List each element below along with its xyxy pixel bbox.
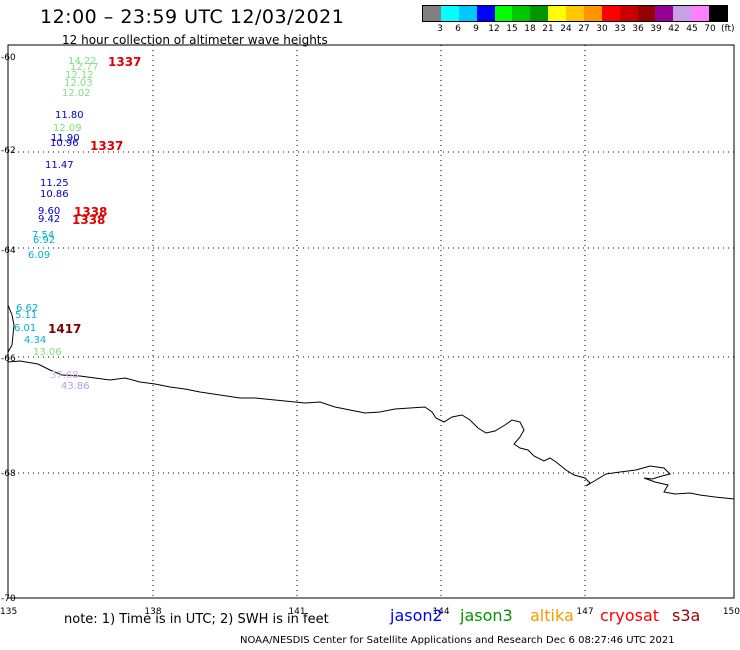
wave-height-label: 6.01 [14, 323, 36, 334]
lon-label: 150 [723, 607, 740, 617]
scale-swatch [637, 6, 656, 21]
scale-tick-label: 6 [455, 24, 461, 34]
satellite-legend-cryosat: cryosat [600, 606, 660, 625]
scale-tick-label: 27 [578, 24, 590, 34]
scale-swatch [440, 6, 459, 21]
scale-swatch [476, 6, 495, 21]
map-title: 12:00 – 23:59 UTC 12/03/2021 [40, 6, 345, 28]
wave-height-label: 37.68 [50, 370, 79, 381]
satellite-legend-altika: altika [530, 606, 574, 625]
lon-label: 144 [432, 607, 449, 617]
scale-tick-label: 70 [704, 24, 716, 34]
scale-swatch [423, 6, 441, 21]
lat-label: -60 [1, 53, 16, 63]
lat-label: -64 [1, 246, 16, 256]
coastline [7, 304, 735, 500]
wave-height-label: 9.42 [38, 214, 60, 225]
color-scale-swatches [422, 5, 728, 22]
scale-swatch [691, 6, 709, 21]
footer-note: note: 1) Time is in UTC; 2) SWH is in fe… [64, 612, 329, 627]
scale-tick-label: 12 [488, 24, 500, 34]
scale-swatch [548, 6, 566, 21]
observation-time-label: 1338 [74, 205, 107, 219]
color-scale-labels: 3 6 9 12 15 18 21 24 27 30 33 36 39 42 45 70 (ft) [422, 22, 734, 34]
scale-tick-label: 24 [560, 24, 572, 34]
satellite-legend-jason2: jason2 [390, 606, 443, 625]
wave-height-label: 12.77 [70, 62, 99, 73]
observation-time-label: 1417 [48, 322, 81, 336]
scale-tick-label: 36 [632, 24, 644, 34]
lat-label: -70 [1, 594, 16, 604]
wave-height-label: 12.12 [65, 70, 94, 81]
scale-tick-label: 9 [473, 24, 479, 34]
scale-swatch [530, 6, 549, 21]
lon-label: 147 [576, 607, 593, 617]
scale-swatch [709, 6, 727, 21]
wave-height-label: 12.02 [62, 88, 91, 99]
scale-tick-label: 3 [437, 24, 443, 34]
lat-label: -62 [1, 146, 16, 156]
scale-tick-label: 15 [506, 24, 518, 34]
wave-height-label: 14.22 [68, 56, 97, 67]
wave-height-label: 43.86 [61, 381, 90, 392]
observation-time-label: 1338 [72, 213, 105, 227]
scale-swatch [601, 6, 620, 21]
wave-height-label: 4.34 [24, 335, 46, 346]
scale-swatch [512, 6, 531, 21]
lon-label: 141 [288, 607, 305, 617]
credit-line: NOAA/NESDIS Center for Satellite Applica… [240, 635, 675, 646]
observation-time-label: 1337 [90, 139, 123, 153]
scale-swatch [583, 6, 602, 21]
plot-frame [7, 44, 735, 599]
lon-label: 138 [144, 607, 161, 617]
wave-height-label: 10.86 [40, 189, 69, 200]
wave-height-label: 9.60 [38, 206, 60, 217]
color-scale: 3 6 9 12 15 18 21 24 27 30 33 36 39 42 45 70 (ft) [422, 5, 735, 34]
wave-height-label: 11.25 [40, 178, 69, 189]
wave-height-label: 11.47 [45, 160, 74, 171]
scale-tick-label: 30 [596, 24, 608, 34]
wave-height-label: 7.54 [32, 230, 54, 241]
scale-swatch [566, 6, 584, 21]
wave-height-label: 6.09 [28, 250, 50, 261]
scale-swatch [458, 6, 477, 21]
map-subtitle: 12 hour collection of altimeter wave hei… [62, 33, 328, 47]
scale-swatch [494, 6, 513, 21]
observation-time-label: 1337 [108, 55, 141, 69]
wave-height-label: 10.96 [50, 138, 79, 149]
scale-tick-label: 45 [686, 24, 698, 34]
lon-label: 135 [0, 607, 17, 617]
wave-height-label: 12.09 [53, 123, 82, 134]
satellite-legend-jason3: jason3 [460, 606, 513, 625]
scale-tick-label: 39 [650, 24, 662, 34]
wave-height-label: 11.80 [55, 110, 84, 121]
scale-tick-label: 18 [524, 24, 536, 34]
wave-height-label: 11.90 [51, 133, 80, 144]
scale-unit-label: (ft) [721, 24, 735, 34]
wave-height-label: 6.62 [16, 303, 38, 314]
satellite-legend-s3a: s3a [672, 606, 701, 625]
scale-tick-label: 42 [668, 24, 680, 34]
lat-label: -68 [1, 469, 16, 479]
scale-tick-label: 33 [614, 24, 626, 34]
scale-swatch [655, 6, 674, 21]
scale-tick-label: 21 [542, 24, 554, 34]
scale-swatch [619, 6, 638, 21]
wave-height-label: 6.92 [33, 235, 55, 246]
wave-height-label: 13.06 [33, 347, 62, 358]
scale-swatch [673, 6, 692, 21]
wave-height-label: 5.11 [15, 310, 37, 321]
wave-height-label: 12.03 [64, 78, 93, 89]
